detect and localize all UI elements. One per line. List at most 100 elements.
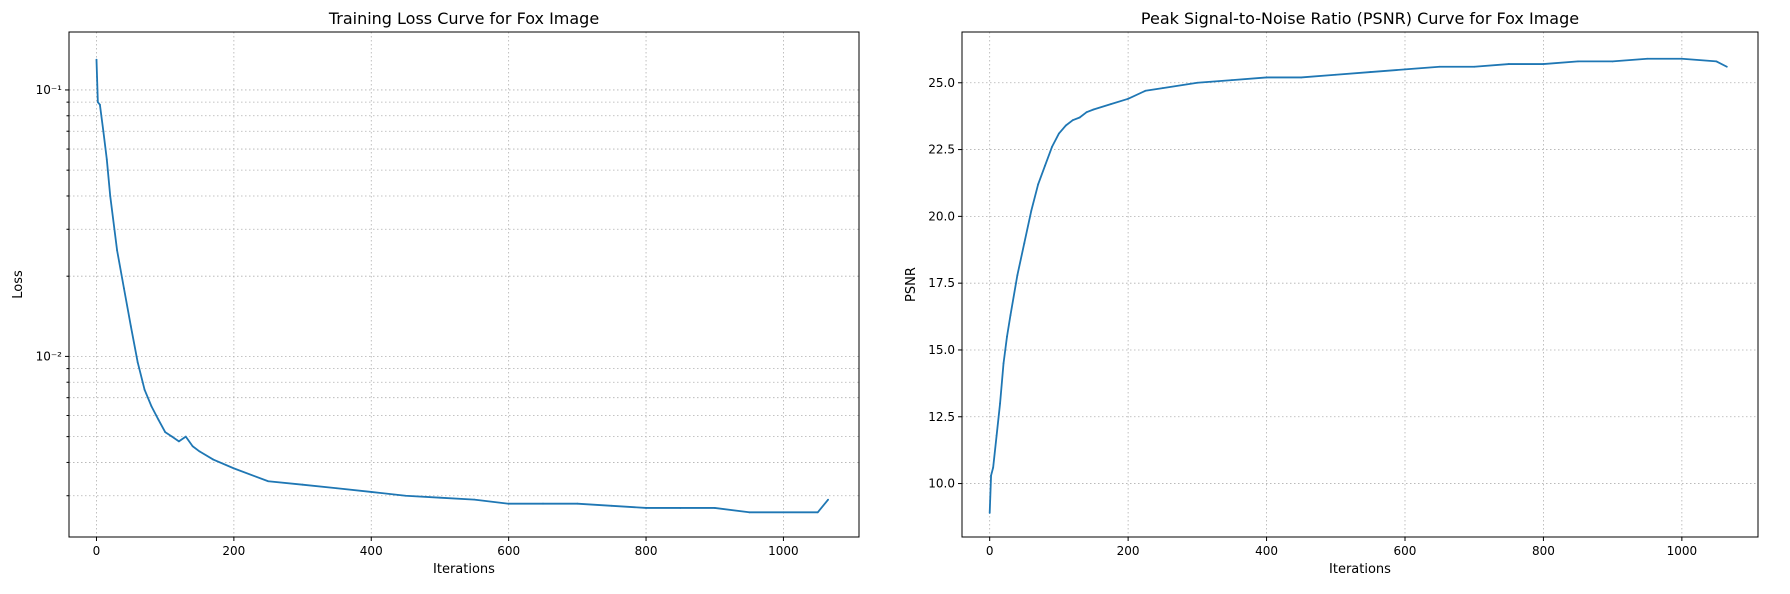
x-tick-label: 0: [93, 544, 101, 558]
x-tick-label: 600: [497, 544, 520, 558]
data-point: [301, 483, 304, 486]
y-tick-label: 25.0: [928, 76, 955, 90]
data-point: [1161, 87, 1164, 90]
data-point: [1058, 132, 1060, 135]
data-point: [713, 507, 716, 509]
data-point: [1438, 65, 1441, 68]
data-point: [143, 388, 146, 391]
x-tick-label: 600: [1394, 544, 1417, 558]
data-point: [105, 158, 108, 161]
data-point: [123, 287, 125, 290]
data-point: [1265, 76, 1268, 79]
data-point: [178, 440, 180, 443]
data-point: [1507, 63, 1510, 65]
data-point: [404, 494, 407, 497]
data-point: [1006, 335, 1008, 338]
data-point: [995, 434, 998, 437]
y-tick-label: 10⁻¹: [36, 83, 63, 97]
chart-title: Peak Signal-to-Noise Ratio (PSNR) Curve …: [1141, 9, 1579, 28]
chart-title: Training Loss Curve for Fox Image: [328, 9, 599, 28]
x-tick-label: 200: [222, 544, 245, 558]
data-point: [827, 498, 829, 501]
data-point: [1030, 210, 1033, 212]
data-point: [184, 435, 187, 438]
data-point: [1071, 119, 1074, 122]
data-point: [1231, 79, 1233, 81]
data-point: [999, 402, 1001, 405]
data-point: [782, 511, 785, 514]
data-point: [473, 498, 476, 501]
data-point: [992, 466, 995, 469]
x-tick-label: 400: [1255, 544, 1278, 558]
x-tick-label: 1000: [1667, 544, 1698, 558]
data-point: [1016, 274, 1019, 277]
data-point: [439, 496, 441, 499]
x-tick-label: 400: [360, 544, 383, 558]
x-tick-label: 1000: [768, 544, 799, 558]
data-point: [109, 195, 112, 197]
data-point: [1196, 81, 1199, 84]
x-axis-label: Iterations: [1329, 562, 1391, 577]
data-point: [748, 511, 750, 514]
data-point: [507, 502, 510, 505]
data-point: [610, 504, 613, 507]
data-point: [1646, 57, 1649, 60]
data-point: [1542, 63, 1545, 65]
data-point: [542, 502, 544, 505]
y-tick-label: 20.0: [928, 209, 955, 223]
data-point: [1725, 65, 1728, 68]
y-axis-label: PSNR: [904, 267, 919, 302]
data-point: [136, 361, 139, 364]
data-point: [1369, 71, 1372, 73]
data-point: [1002, 362, 1005, 365]
data-point: [157, 418, 160, 421]
x-tick-label: 200: [1117, 544, 1140, 558]
data-point: [129, 325, 132, 327]
data-point: [370, 491, 373, 493]
y-tick-label: 22.5: [928, 143, 955, 157]
data-point: [1109, 103, 1112, 106]
x-tick-label: 800: [635, 544, 658, 558]
data-point: [990, 474, 992, 477]
data-point: [96, 101, 99, 104]
data-point: [267, 480, 270, 483]
y-axis-label: Loss: [11, 270, 26, 299]
loss-chart-panel: 0 200 400 600 800 1000 10⁻² 10⁻¹ Training Loss C…: [11, 9, 860, 577]
data-point: [1023, 242, 1026, 244]
plot-area-frame: [68, 31, 860, 538]
data-point: [1127, 97, 1130, 100]
data-point: [99, 103, 101, 106]
data-point: [164, 431, 167, 433]
data-point: [212, 458, 215, 461]
plot-area-frame: [961, 31, 1759, 538]
psnr-chart-panel: 0 200 400 600 800 1000 10.0 12.5 15.0 17.5 20.0 22.…: [904, 9, 1759, 577]
y-tick-label: 12.5: [928, 410, 955, 424]
data-point: [116, 249, 118, 252]
y-tick-label: 10⁻²: [36, 349, 63, 363]
data-point: [1009, 314, 1012, 317]
data-point: [1037, 183, 1040, 186]
data-point: [1044, 164, 1046, 167]
data-point: [988, 512, 991, 514]
data-point: [1473, 65, 1476, 68]
data-point: [645, 507, 647, 509]
y-tick-label: 15.0: [928, 343, 955, 357]
data-point: [1404, 68, 1406, 71]
y-tick-label: 10.0: [928, 477, 955, 491]
data-point: [1300, 76, 1303, 79]
data-point: [816, 511, 819, 514]
data-point: [1051, 145, 1053, 148]
data-point: [679, 507, 682, 509]
data-point: [102, 130, 105, 133]
data-point: [198, 450, 201, 453]
x-tick-label: 0: [986, 544, 994, 558]
data-point: [232, 467, 235, 470]
data-point: [1078, 116, 1081, 119]
data-point: [1577, 60, 1579, 63]
data-point: [1085, 111, 1088, 114]
data-point: [171, 435, 173, 438]
data-point: [1092, 108, 1095, 111]
data-point: [150, 405, 153, 408]
